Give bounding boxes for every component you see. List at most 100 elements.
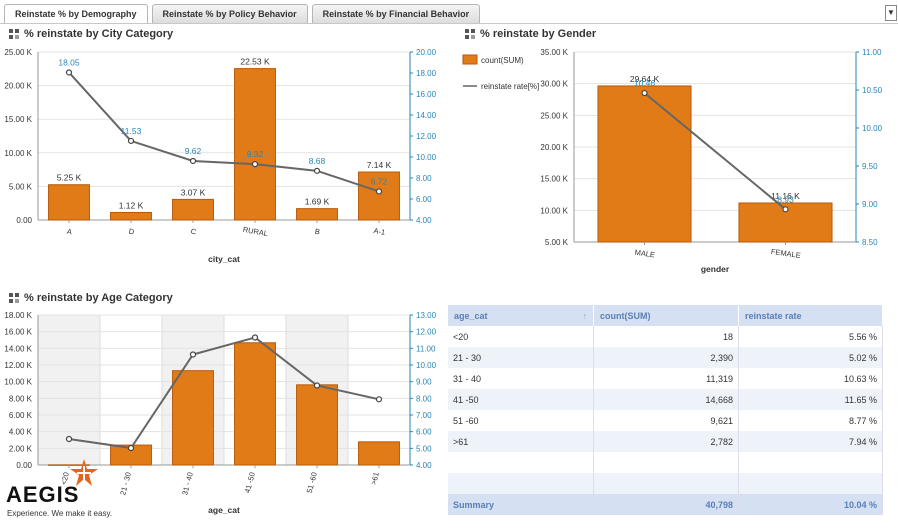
summary-rate: 10.04 % xyxy=(738,494,883,515)
cell-count xyxy=(593,452,739,473)
gender-chart-title: % reinstate by Gender xyxy=(465,28,596,40)
bar xyxy=(597,85,692,243)
city-chart-title-text: % reinstate by City Category xyxy=(24,28,174,40)
x-axis-tick-label: <20 xyxy=(59,471,71,486)
left-axis-tick-label: 8.00 K xyxy=(9,394,33,403)
left-axis-tick-label: 5.00 K xyxy=(545,238,569,247)
grid-icon xyxy=(465,29,475,39)
x-axis-tick-label: >61 xyxy=(369,471,381,486)
x-axis-tick-label: C xyxy=(190,227,197,237)
left-axis-tick-label: 5.00 K xyxy=(9,182,33,191)
left-axis-tick-label: 10.00 K xyxy=(540,206,568,215)
bar-value-label: 22.53 K xyxy=(240,57,270,67)
left-axis-tick-label: 2.00 K xyxy=(9,444,33,453)
logo-tagline: Experience. We make it easy. xyxy=(7,509,113,518)
right-axis-tick-label: 4.00 xyxy=(416,461,432,470)
rate-point xyxy=(127,444,135,452)
left-axis-tick-label: 20.00 K xyxy=(540,143,568,152)
cell-age-cat: <20 xyxy=(448,326,594,347)
cell-age-cat: >61 xyxy=(448,431,594,452)
rate-value-label: 6.72 xyxy=(371,176,388,186)
rate-point xyxy=(127,137,135,145)
summary-count: 40,798 xyxy=(593,494,739,515)
table-header-row: age_cat ↑ count(SUM) reinstate rate xyxy=(448,305,883,326)
x-axis-tick-label: 51 -60 xyxy=(305,471,319,494)
bar-value-label: 11.16 K xyxy=(771,191,800,201)
right-axis-tick-label: 18.00 xyxy=(416,69,437,78)
cell-age-cat xyxy=(448,452,594,473)
bar xyxy=(296,384,338,466)
left-axis-tick-label: 10.00 K xyxy=(4,378,32,387)
table-row[interactable]: 51 -60 9,621 8.77 % xyxy=(448,410,883,431)
cell-reinstate-rate: 10.63 % xyxy=(738,368,883,389)
right-axis-tick-label: 9.00 xyxy=(862,200,878,209)
rate-point xyxy=(65,69,73,76)
rate-point xyxy=(251,334,259,341)
grid-icon xyxy=(9,29,19,39)
cell-reinstate-rate: 8.77 % xyxy=(738,410,883,431)
rate-value-label: 10.46 xyxy=(634,78,656,88)
table-row[interactable] xyxy=(448,452,883,473)
left-axis-tick-label: 18.00 K xyxy=(4,311,32,320)
x-axis-tick-label: 31 - 40 xyxy=(180,471,195,496)
left-axis-tick-label: 35.00 K xyxy=(540,48,568,57)
bar xyxy=(172,198,214,221)
right-axis-tick-label: 8.00 xyxy=(416,174,432,183)
column-header-age-cat[interactable]: age_cat ↑ xyxy=(448,305,594,326)
right-axis-tick-label: 10.00 xyxy=(416,153,437,162)
cell-count: 11,319 xyxy=(593,368,739,389)
logo-wordmark: AEGIS xyxy=(6,482,80,507)
right-axis-tick-label: 20.00 xyxy=(416,48,437,57)
cell-count xyxy=(593,473,739,494)
age-chart-title-text: % reinstate by Age Category xyxy=(24,292,173,304)
bar-value-label: 7.14 K xyxy=(367,160,392,170)
bar xyxy=(358,171,400,221)
right-axis-tick-label: 6.00 xyxy=(416,195,432,204)
right-axis-tick-label: 16.00 xyxy=(416,90,437,99)
right-axis-tick-label: 5.00 xyxy=(416,444,432,453)
rate-point xyxy=(189,351,197,358)
x-axis-tick-label: 21 - 30 xyxy=(118,471,133,496)
x-axis-tick-label: D xyxy=(128,227,135,237)
cell-count: 14,668 xyxy=(593,389,739,410)
x-axis-tick-label: A xyxy=(66,227,73,237)
rate-point xyxy=(641,89,648,97)
cell-count: 18 xyxy=(593,326,739,347)
table-row[interactable]: <20 18 5.56 % xyxy=(448,326,883,347)
table-row[interactable]: 21 - 30 2,390 5.02 % xyxy=(448,347,883,368)
table-row[interactable]: 31 - 40 11,319 10.63 % xyxy=(448,368,883,389)
right-axis-tick-label: 10.50 xyxy=(862,86,883,95)
sort-up-icon[interactable]: ↑ xyxy=(582,310,588,321)
right-axis-tick-label: 6.00 xyxy=(416,428,432,437)
rate-point xyxy=(65,435,73,443)
right-axis-tick-label: 13.00 xyxy=(416,311,437,320)
right-axis-tick-label: 4.00 xyxy=(416,216,432,225)
summary-row: Summary 40,798 10.04 % xyxy=(448,494,883,515)
left-axis-tick-label: 4.00 K xyxy=(9,428,33,437)
left-axis-tick-label: 10.00 K xyxy=(4,149,32,158)
column-header-count[interactable]: count(SUM) xyxy=(593,305,739,326)
cell-reinstate-rate: 7.94 % xyxy=(738,431,883,452)
column-header-reinstate-rate[interactable]: reinstate rate xyxy=(738,305,883,326)
table-row[interactable] xyxy=(448,473,883,494)
table-row[interactable]: 41 -50 14,668 11.65 % xyxy=(448,389,883,410)
chevron-down-icon[interactable]: ▼ xyxy=(885,5,897,21)
tab-demography[interactable]: Reinstate % by Demography xyxy=(4,4,148,24)
tab-policy-behavior[interactable]: Reinstate % by Policy Behavior xyxy=(151,4,308,23)
bar xyxy=(172,370,214,466)
grid-icon xyxy=(9,293,19,303)
x-axis-title: gender xyxy=(701,264,730,274)
table-row[interactable]: >61 2,782 7.94 % xyxy=(448,431,883,452)
cell-count: 2,390 xyxy=(593,347,739,368)
tab-financial-behavior[interactable]: Reinstate % by Financial Behavior xyxy=(311,4,481,23)
x-axis-tick-label: A-1 xyxy=(373,226,386,237)
bar xyxy=(358,441,400,466)
cell-reinstate-rate: 11.65 % xyxy=(738,389,883,410)
plus-star-icon xyxy=(70,459,98,486)
rate-line xyxy=(643,92,787,211)
cell-reinstate-rate xyxy=(738,452,883,473)
cell-reinstate-rate xyxy=(738,473,883,494)
x-axis-title: age_cat xyxy=(208,505,240,515)
bar xyxy=(296,208,338,221)
rate-line xyxy=(68,336,380,450)
